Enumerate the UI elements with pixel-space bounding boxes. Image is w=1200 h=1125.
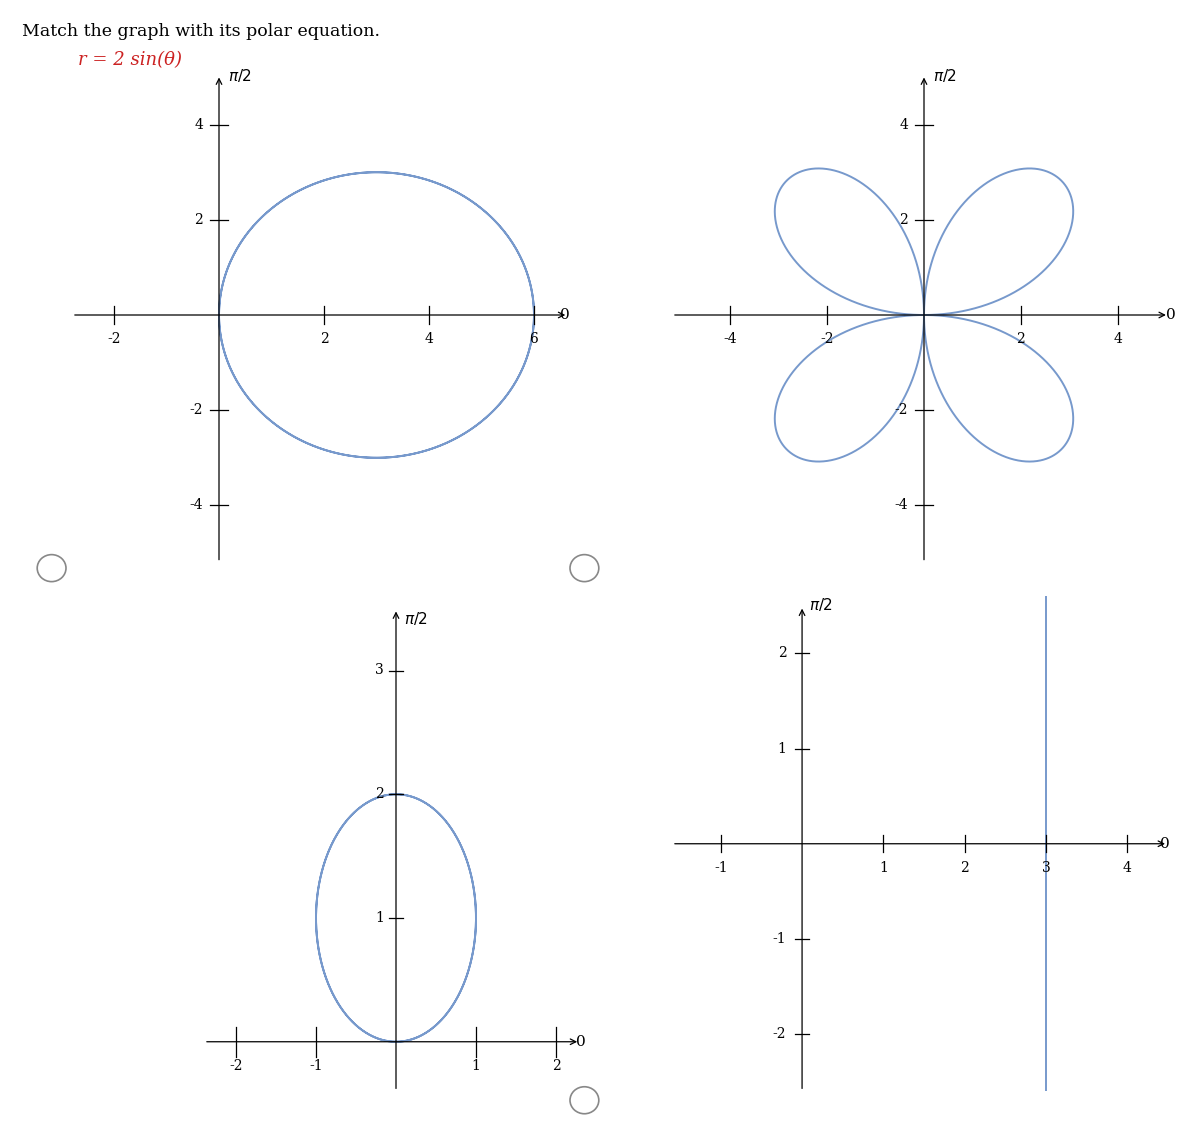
Text: -1: -1	[714, 861, 727, 875]
Text: 2: 2	[194, 213, 203, 227]
Text: -2: -2	[107, 332, 121, 346]
Text: -4: -4	[190, 498, 203, 512]
Text: 2: 2	[900, 213, 908, 227]
Text: -2: -2	[821, 332, 834, 346]
Text: -4: -4	[895, 498, 908, 512]
Text: $\pi/2$: $\pi/2$	[809, 596, 833, 613]
Text: -2: -2	[773, 1027, 786, 1041]
Text: 4: 4	[1123, 861, 1132, 875]
Text: 4: 4	[194, 118, 203, 132]
Text: 4: 4	[899, 118, 908, 132]
Text: 0: 0	[1159, 837, 1170, 850]
Text: 0: 0	[1166, 308, 1176, 322]
Text: 2: 2	[552, 1059, 560, 1073]
Text: -4: -4	[724, 332, 737, 346]
Text: 2: 2	[778, 647, 786, 660]
Text: $\pi/2$: $\pi/2$	[228, 68, 252, 84]
Text: 6: 6	[529, 332, 539, 346]
Text: $\pi/2$: $\pi/2$	[932, 68, 956, 84]
Text: -2: -2	[895, 403, 908, 417]
Text: 2: 2	[1016, 332, 1025, 346]
Text: -2: -2	[190, 403, 203, 417]
Text: 3: 3	[1042, 861, 1050, 875]
Text: 1: 1	[376, 911, 384, 925]
Text: 0: 0	[576, 1035, 586, 1048]
Text: 1: 1	[878, 861, 888, 875]
Text: 4: 4	[425, 332, 433, 346]
Text: 2: 2	[376, 788, 384, 801]
Text: 0: 0	[560, 308, 570, 322]
Text: 2: 2	[960, 861, 970, 875]
Text: 1: 1	[472, 1059, 480, 1073]
Text: $\pi/2$: $\pi/2$	[404, 610, 428, 628]
Text: 2: 2	[319, 332, 329, 346]
Text: -1: -1	[773, 932, 786, 946]
Text: -2: -2	[229, 1059, 242, 1073]
Text: r = 2 sin(θ): r = 2 sin(θ)	[78, 51, 182, 69]
Text: 4: 4	[1114, 332, 1122, 346]
Text: 1: 1	[778, 741, 786, 756]
Text: 3: 3	[376, 664, 384, 677]
Text: -1: -1	[310, 1059, 323, 1073]
Text: Match the graph with its polar equation.: Match the graph with its polar equation.	[22, 22, 379, 39]
